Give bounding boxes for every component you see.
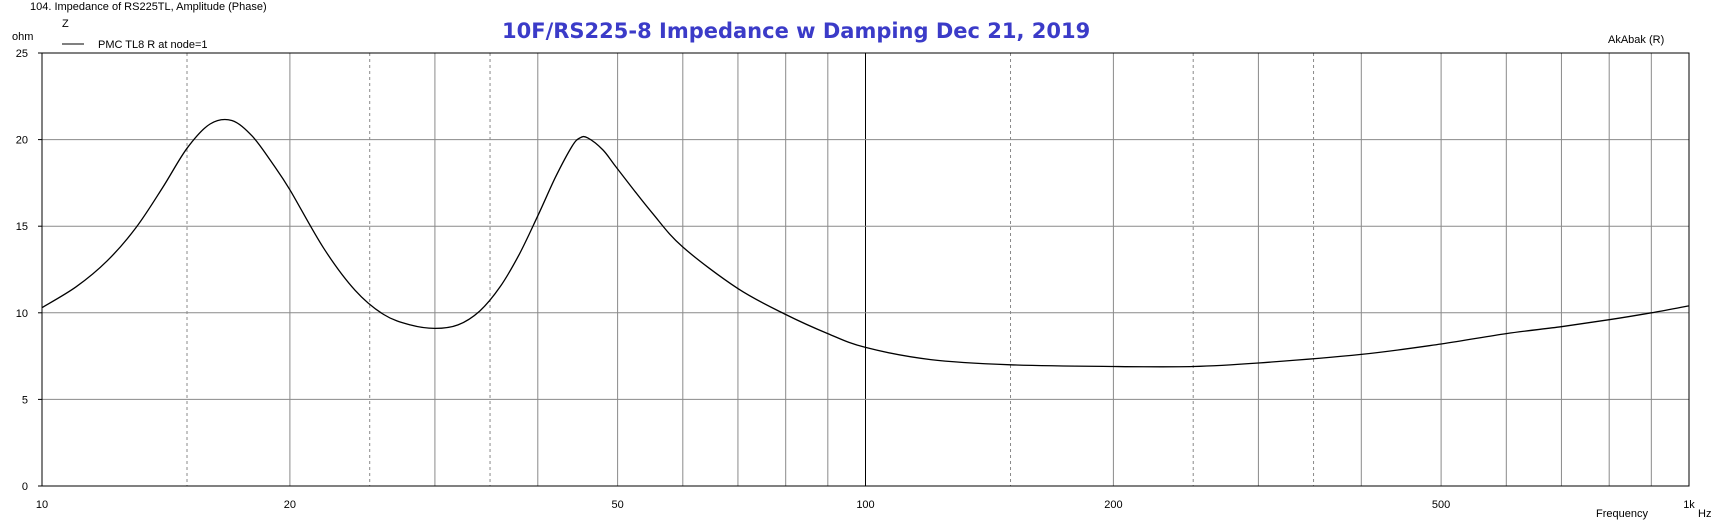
y-tick-label: 5 (22, 394, 28, 406)
x-axis-unit-label: Hz (1698, 508, 1711, 520)
y-tick-label: 10 (16, 308, 28, 320)
x-tick-label: 200 (1104, 499, 1122, 511)
y-tick-label: 25 (16, 48, 28, 60)
series-group (41, 118, 1690, 368)
z-label: Z (62, 18, 69, 30)
x-tick-label: 1k (1683, 499, 1695, 511)
y-tick-label: 15 (16, 221, 28, 233)
chart-title: 10F/RS225-8 Impedance w Damping Dec 21, … (502, 19, 1090, 43)
x-axis-label: Frequency (1596, 508, 1648, 520)
y-tick-label: 20 (16, 135, 28, 147)
x-tick-label: 20 (284, 499, 296, 511)
y-axis-unit-label: ohm (12, 31, 33, 43)
legend-entry: PMC TL8 R at node=1 (98, 39, 208, 51)
x-tick-labels: 10 20 50 100 200 500 1k (36, 499, 1695, 511)
y-tick-label: 0 (22, 481, 28, 493)
x-tick-label: 10 (36, 499, 48, 511)
x-tick-label: 50 (611, 499, 623, 511)
impedance-curve (41, 118, 1690, 368)
grid (42, 53, 1689, 486)
x-tick-label: 100 (856, 499, 874, 511)
watermark-label: AkAbak (R) (1608, 34, 1664, 46)
y-tick-labels: 0 5 10 15 20 25 (16, 48, 42, 493)
x-tick-label: 500 (1432, 499, 1450, 511)
plot-frame (41, 52, 1690, 487)
window-caption: 104. Impedance of RS225TL, Amplitude (Ph… (30, 1, 267, 13)
